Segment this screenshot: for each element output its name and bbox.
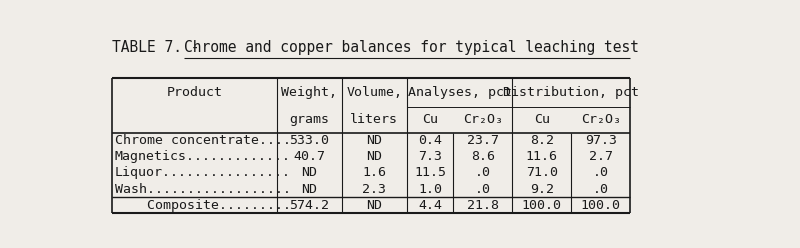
- Text: 23.7: 23.7: [467, 134, 499, 147]
- Text: Analyses, pct: Analyses, pct: [407, 86, 512, 99]
- Text: Cr₂O₃: Cr₂O₃: [581, 114, 621, 126]
- Text: Magnetics.............: Magnetics.............: [115, 151, 291, 163]
- Text: 100.0: 100.0: [581, 199, 621, 212]
- Text: 1.0: 1.0: [418, 183, 442, 195]
- Text: ND: ND: [366, 199, 382, 212]
- Text: ND: ND: [302, 183, 318, 195]
- Text: .0: .0: [475, 166, 491, 180]
- Text: 71.0: 71.0: [526, 166, 558, 180]
- Text: .0: .0: [593, 183, 609, 195]
- Text: Cu: Cu: [422, 114, 438, 126]
- Text: ND: ND: [366, 151, 382, 163]
- Text: Product: Product: [166, 86, 222, 99]
- Text: 11.6: 11.6: [526, 151, 558, 163]
- Text: ND: ND: [302, 166, 318, 180]
- Text: 2.3: 2.3: [362, 183, 386, 195]
- Text: Composite.........: Composite.........: [115, 199, 291, 212]
- Text: 574.2: 574.2: [290, 199, 330, 212]
- Text: 1.6: 1.6: [362, 166, 386, 180]
- Text: .0: .0: [593, 166, 609, 180]
- Text: TABLE 7. -: TABLE 7. -: [112, 40, 209, 55]
- Text: ND: ND: [366, 134, 382, 147]
- Text: 11.5: 11.5: [414, 166, 446, 180]
- Text: Volume,: Volume,: [346, 86, 402, 99]
- Text: 8.6: 8.6: [471, 151, 495, 163]
- Text: 2.7: 2.7: [589, 151, 613, 163]
- Text: 9.2: 9.2: [530, 183, 554, 195]
- Text: 97.3: 97.3: [585, 134, 617, 147]
- Text: .0: .0: [475, 183, 491, 195]
- Text: grams: grams: [290, 114, 330, 126]
- Text: 7.3: 7.3: [418, 151, 442, 163]
- Text: Cr₂O₃: Cr₂O₃: [463, 114, 503, 126]
- Text: liters: liters: [350, 114, 398, 126]
- Text: Chrome and copper balances for typical leaching test: Chrome and copper balances for typical l…: [184, 40, 638, 55]
- Text: Distribution, pct: Distribution, pct: [503, 86, 639, 99]
- Text: 533.0: 533.0: [290, 134, 330, 147]
- Text: 0.4: 0.4: [418, 134, 442, 147]
- Text: Cu: Cu: [534, 114, 550, 126]
- Text: Chrome concentrate....: Chrome concentrate....: [115, 134, 291, 147]
- Text: Wash..................: Wash..................: [115, 183, 291, 195]
- Text: Liquor................: Liquor................: [115, 166, 291, 180]
- Text: 4.4: 4.4: [418, 199, 442, 212]
- Text: 100.0: 100.0: [522, 199, 562, 212]
- Text: 40.7: 40.7: [294, 151, 326, 163]
- Text: Weight,: Weight,: [282, 86, 338, 99]
- Text: 8.2: 8.2: [530, 134, 554, 147]
- Text: 21.8: 21.8: [467, 199, 499, 212]
